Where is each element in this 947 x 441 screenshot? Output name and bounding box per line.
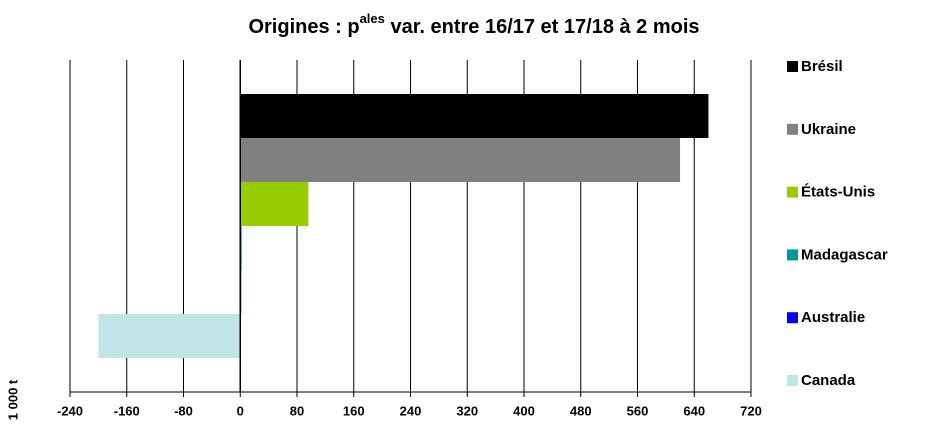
legend-swatch bbox=[787, 186, 798, 198]
legend-swatch bbox=[787, 61, 798, 72]
legend-swatch bbox=[787, 375, 798, 386]
x-tick-label: 480 bbox=[570, 403, 592, 418]
x-tick-label: 160 bbox=[343, 403, 365, 418]
x-tick-label: 320 bbox=[456, 403, 478, 418]
legend-swatch bbox=[787, 123, 798, 135]
title-superscript: ales bbox=[360, 11, 385, 26]
x-tick-label: 0 bbox=[237, 403, 244, 418]
legend-label: Canada bbox=[801, 372, 856, 389]
x-tick-label: -240 bbox=[57, 403, 83, 418]
x-tick-label: -80 bbox=[174, 403, 193, 418]
bar bbox=[240, 94, 709, 138]
x-tick-label: -160 bbox=[114, 403, 140, 418]
title-part: Origines : p bbox=[248, 16, 359, 38]
x-tick-label: 80 bbox=[290, 403, 304, 418]
x-tick-label: 720 bbox=[740, 403, 762, 418]
legend-label: Australie bbox=[801, 309, 865, 326]
y-axis-label: 1 000 t bbox=[5, 379, 20, 420]
legend-swatch bbox=[787, 312, 798, 324]
x-tick-label: 240 bbox=[400, 403, 422, 418]
bar bbox=[240, 138, 681, 182]
legend-swatch bbox=[787, 249, 798, 261]
x-tick-label: 400 bbox=[513, 403, 535, 418]
chart-title: Origines : pales var. entre 16/17 et 17/… bbox=[248, 11, 699, 38]
x-tick-label: 560 bbox=[627, 403, 649, 418]
bar bbox=[240, 182, 309, 226]
legend-label: États-Unis bbox=[801, 184, 875, 201]
x-tick-label: 640 bbox=[683, 403, 705, 418]
legend-label: Brésil bbox=[801, 58, 843, 75]
legend-label: Ukraine bbox=[801, 121, 856, 138]
legend-label: Madagascar bbox=[801, 246, 888, 263]
title-part: var. entre 16/17 et 17/18 à 2 mois bbox=[385, 16, 700, 38]
bar bbox=[98, 314, 241, 358]
